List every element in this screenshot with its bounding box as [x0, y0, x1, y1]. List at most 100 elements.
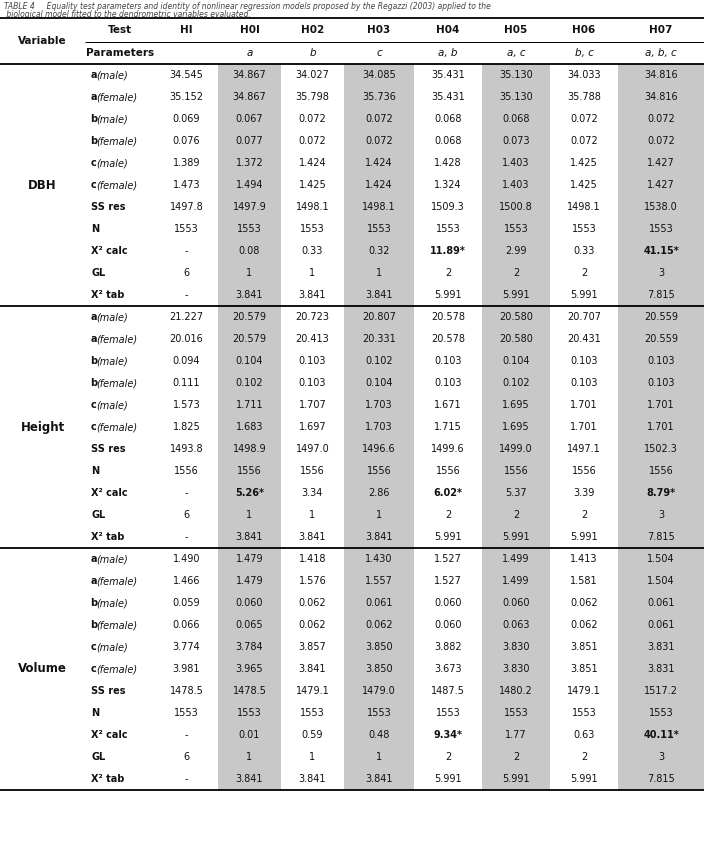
- Text: 1.466: 1.466: [172, 576, 200, 586]
- Text: 1.701: 1.701: [570, 400, 598, 410]
- Text: 1.430: 1.430: [365, 554, 393, 564]
- Text: 0.103: 0.103: [298, 356, 326, 366]
- Text: 3.981: 3.981: [172, 664, 200, 674]
- Text: X² calc: X² calc: [91, 488, 127, 498]
- Text: a, b, c: a, b, c: [645, 48, 677, 58]
- Bar: [344, 504, 414, 526]
- Bar: [618, 592, 704, 614]
- Bar: [618, 196, 704, 218]
- Text: 6: 6: [184, 510, 189, 520]
- Text: 34.545: 34.545: [170, 70, 203, 80]
- Text: 1.499: 1.499: [502, 554, 529, 564]
- Text: a: a: [246, 48, 253, 58]
- Bar: [344, 372, 414, 394]
- Bar: [618, 152, 704, 174]
- Text: 1.424: 1.424: [365, 180, 393, 190]
- Text: 0.065: 0.065: [236, 620, 263, 630]
- Text: 1498.1: 1498.1: [296, 202, 329, 212]
- Bar: [618, 284, 704, 306]
- Text: 1479.1: 1479.1: [296, 686, 329, 696]
- Bar: [344, 64, 414, 86]
- Text: 3: 3: [658, 268, 664, 278]
- Bar: [218, 702, 281, 724]
- Text: 1.701: 1.701: [647, 422, 675, 432]
- Text: 0.104: 0.104: [365, 378, 393, 388]
- Text: 3.673: 3.673: [434, 664, 462, 674]
- Text: 8.79*: 8.79*: [646, 488, 676, 498]
- Text: 1.424: 1.424: [298, 158, 327, 168]
- Bar: [618, 240, 704, 262]
- Bar: [344, 548, 414, 570]
- Text: 1.711: 1.711: [236, 400, 263, 410]
- Text: H04: H04: [436, 25, 460, 35]
- Bar: [218, 196, 281, 218]
- Bar: [618, 526, 704, 548]
- Text: 1553: 1553: [174, 708, 199, 718]
- Text: 3.851: 3.851: [570, 642, 598, 652]
- Text: X² tab: X² tab: [91, 532, 125, 542]
- Text: 1.427: 1.427: [647, 180, 675, 190]
- Text: GL: GL: [91, 510, 106, 520]
- Text: 40.11*: 40.11*: [643, 730, 679, 740]
- Bar: [344, 416, 414, 438]
- Bar: [344, 306, 414, 328]
- Text: 0.33: 0.33: [573, 246, 595, 256]
- Bar: [218, 306, 281, 328]
- Text: 0.063: 0.063: [502, 620, 529, 630]
- Bar: [482, 328, 550, 350]
- Bar: [218, 350, 281, 372]
- Text: b: b: [91, 136, 101, 146]
- Text: 1553: 1553: [572, 708, 596, 718]
- Text: 1.703: 1.703: [365, 422, 393, 432]
- Text: 5.991: 5.991: [434, 774, 462, 784]
- Bar: [618, 394, 704, 416]
- Bar: [218, 614, 281, 636]
- Bar: [218, 240, 281, 262]
- Bar: [482, 746, 550, 768]
- Text: 1: 1: [376, 510, 382, 520]
- Text: H0I: H0I: [239, 25, 260, 35]
- Text: 0.068: 0.068: [434, 136, 462, 146]
- Text: 0.060: 0.060: [502, 598, 529, 608]
- Text: 1479.1: 1479.1: [567, 686, 601, 696]
- Text: 0.33: 0.33: [302, 246, 323, 256]
- Text: (female): (female): [96, 92, 138, 102]
- Text: 6.02*: 6.02*: [434, 488, 463, 498]
- Text: 1509.3: 1509.3: [431, 202, 465, 212]
- Bar: [482, 152, 550, 174]
- Text: (female): (female): [96, 378, 138, 388]
- Text: 0.062: 0.062: [570, 620, 598, 630]
- Text: 1: 1: [310, 510, 315, 520]
- Text: 1.504: 1.504: [647, 576, 675, 586]
- Text: H05: H05: [504, 25, 527, 35]
- Text: 1.403: 1.403: [502, 180, 529, 190]
- Bar: [218, 636, 281, 658]
- Text: 5.37: 5.37: [505, 488, 527, 498]
- Text: 3.841: 3.841: [298, 664, 326, 674]
- Text: 0.073: 0.073: [502, 136, 530, 146]
- Text: 20.707: 20.707: [567, 312, 601, 322]
- Text: b, c: b, c: [574, 48, 593, 58]
- Text: 1553: 1553: [237, 708, 262, 718]
- Text: (male): (male): [96, 598, 128, 608]
- Text: 0.072: 0.072: [570, 114, 598, 124]
- Bar: [618, 416, 704, 438]
- Text: 1.479: 1.479: [236, 576, 263, 586]
- Text: 3.841: 3.841: [298, 290, 326, 300]
- Text: -: -: [184, 290, 188, 300]
- Bar: [482, 526, 550, 548]
- Text: 1553: 1553: [503, 708, 529, 718]
- Text: 1553: 1553: [300, 708, 325, 718]
- Text: 1.479: 1.479: [236, 554, 263, 564]
- Bar: [218, 658, 281, 680]
- Text: 2: 2: [445, 510, 451, 520]
- Text: 1497.9: 1497.9: [232, 202, 266, 212]
- Bar: [482, 460, 550, 482]
- Bar: [218, 174, 281, 196]
- Text: 0.072: 0.072: [570, 136, 598, 146]
- Text: Test: Test: [108, 25, 132, 35]
- Text: 0.072: 0.072: [298, 136, 327, 146]
- Bar: [482, 768, 550, 790]
- Text: 0.072: 0.072: [298, 114, 327, 124]
- Bar: [482, 548, 550, 570]
